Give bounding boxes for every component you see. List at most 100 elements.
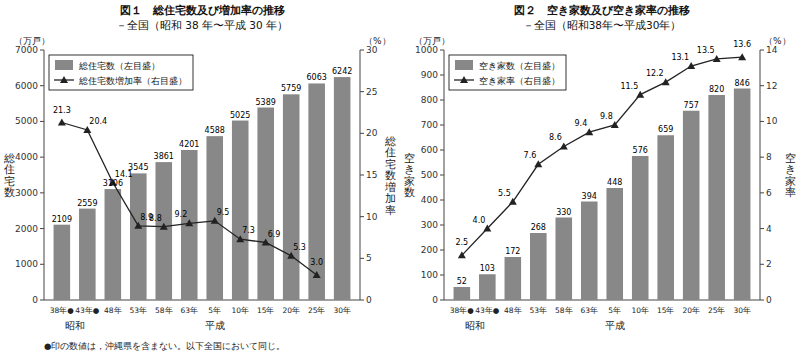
title: 図２ 空き家数及び空き家率の推移 — [514, 4, 690, 17]
y-label-line: 数 — [4, 186, 15, 198]
x-tick-label: 5年 — [608, 306, 621, 315]
y2-label-line: 総 — [384, 135, 396, 147]
annotation: 平成 — [205, 320, 225, 331]
y2-label-line: 加 — [385, 192, 396, 204]
y2-tick-label: 10 — [766, 116, 778, 126]
bar — [479, 274, 496, 300]
y2-tick-label: 0 — [766, 295, 772, 305]
y-tick-label: 800 — [421, 95, 438, 105]
y2-label: 総住宅数増加率 — [384, 135, 396, 216]
bar — [334, 77, 351, 300]
y-tick-label: 7000 — [15, 45, 38, 55]
bar-label: 394 — [582, 192, 597, 201]
legend-marker — [460, 76, 468, 83]
marker — [83, 126, 91, 133]
y-label: 空き家数 — [404, 152, 415, 199]
y-tick — [40, 264, 44, 265]
bar-label: 103 — [480, 264, 495, 273]
annotation: 平成 — [605, 320, 625, 331]
line-label: 11.5 — [620, 82, 638, 91]
y2-tick-label: 0 — [366, 295, 372, 305]
line-label: 9.8 — [600, 112, 613, 121]
annotation: 昭和 — [65, 320, 85, 331]
y2-tick-label: 4 — [766, 224, 772, 234]
legend-label: 空き家数（左目盛） — [479, 61, 560, 71]
x-tick-label: 63年 — [580, 306, 598, 315]
bar-label: 5389 — [256, 98, 276, 107]
x-tick-label: 58年 — [155, 306, 173, 315]
panel: 図２ 空き家数及び空き家率の推移－全国（昭和38年〜平成30年）（万戸）（%）空… — [404, 4, 796, 331]
x-tick-label: 53年 — [130, 306, 148, 315]
marker — [160, 223, 168, 230]
y2-axis-line — [760, 50, 761, 300]
title: 図１ 総住宅数及び増加率の推移 — [120, 4, 285, 17]
line-label: 13.5 — [697, 46, 715, 55]
y-tick-label: 5000 — [15, 116, 38, 126]
bar-label: 2109 — [52, 215, 72, 224]
y-label-line: 住 — [4, 163, 15, 175]
bar-label: 172 — [505, 247, 520, 256]
line-label: 9.4 — [575, 119, 588, 128]
y-label: 総住宅数 — [3, 152, 15, 199]
legend: 空き家数（左目盛）空き家率（右目盛） — [449, 55, 566, 90]
y2-tick-label: 25 — [366, 87, 377, 97]
line-label: 8.8 — [149, 214, 162, 223]
bar — [181, 150, 198, 300]
marker — [58, 119, 66, 126]
y2-tick — [760, 121, 764, 122]
marker — [636, 91, 644, 98]
bar — [530, 233, 547, 300]
bar — [734, 89, 751, 301]
marker — [185, 219, 193, 226]
y-tick — [440, 300, 444, 301]
bar-label: 448 — [607, 178, 622, 187]
line-label: 14.1 — [115, 170, 133, 179]
y2-tick-label: 8 — [766, 152, 772, 162]
y2-tick-label: 15 — [366, 170, 377, 180]
marker — [662, 78, 670, 85]
y2-tick — [760, 85, 764, 86]
bar — [155, 162, 172, 300]
x-tick-label: 25年 — [708, 306, 726, 315]
bar-label: 52 — [457, 277, 467, 286]
line-label: 5.3 — [293, 243, 306, 252]
marker — [287, 252, 295, 259]
bar-label: 757 — [684, 101, 699, 110]
x-tick-label: 58年 — [555, 306, 573, 315]
marker — [313, 271, 321, 278]
bar-label: 576 — [633, 146, 648, 155]
y2-tick-label: 2 — [766, 259, 772, 269]
line-label: 4.0 — [473, 216, 486, 225]
bar — [130, 173, 147, 300]
marker — [458, 251, 466, 258]
marker — [483, 225, 491, 232]
annotation: 昭和 — [465, 320, 485, 331]
legend-box — [449, 55, 566, 90]
bar-label: 3106 — [103, 179, 123, 188]
panel: 図１ 総住宅数及び増加率の推移－全国（昭和 38 年〜平成 30 年）（万戸）（… — [3, 4, 396, 351]
y2-label-line: 住 — [385, 146, 396, 158]
bar-label: 2559 — [77, 199, 97, 208]
y2-label-line: 家 — [785, 175, 796, 187]
y2-tick — [760, 192, 764, 193]
y-label-line: 数 — [404, 186, 415, 198]
data-labels: 521031722683303944485766597578208462.54.… — [455, 40, 751, 286]
x-tick-label: 63年 — [180, 306, 198, 315]
line-label: 9.2 — [175, 210, 188, 219]
bar — [505, 257, 522, 300]
x-tick-label: 5年 — [208, 306, 221, 315]
y2-tick — [360, 175, 364, 176]
y2-tick — [360, 133, 364, 134]
y2-tick — [360, 50, 364, 51]
y2-tick — [760, 228, 764, 229]
y2-tick-label: 30 — [366, 45, 378, 55]
y-label-line: 総 — [3, 152, 15, 164]
y-tick-label: 500 — [421, 170, 438, 180]
bar-label: 820 — [709, 85, 724, 94]
bar — [257, 108, 274, 300]
x-tick-label: 53年 — [530, 306, 548, 315]
y2-tick-label: 10 — [366, 212, 378, 222]
y-tick — [40, 192, 44, 193]
line-label: 3.0 — [310, 258, 323, 267]
y-tick-label: 400 — [421, 195, 438, 205]
